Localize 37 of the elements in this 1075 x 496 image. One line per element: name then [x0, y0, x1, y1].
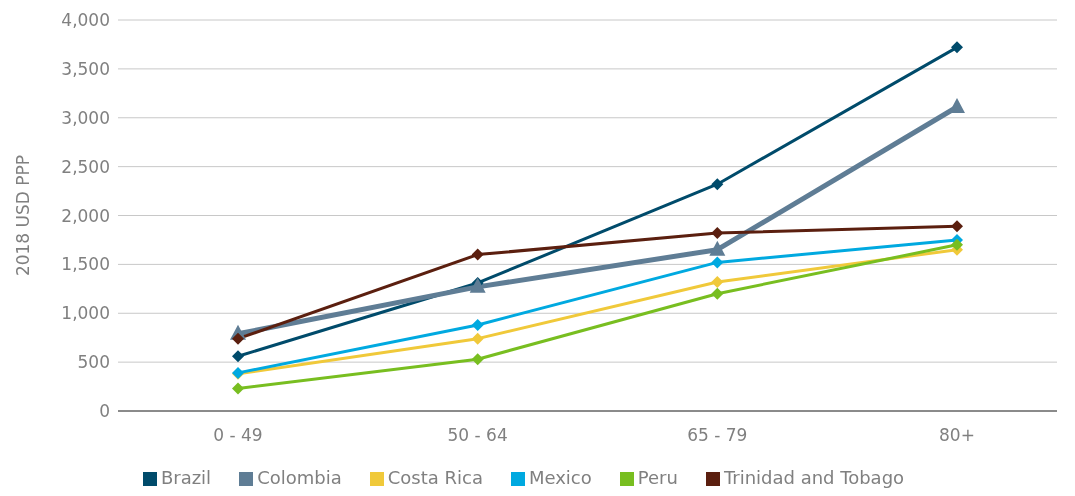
point [232, 350, 244, 363]
x-tick-label: 50 - 64 [447, 425, 508, 446]
point [471, 318, 484, 331]
point [711, 256, 724, 269]
legend-label: Peru [637, 467, 678, 488]
y-tick-label: 4,000 [61, 10, 110, 31]
y-tick-label: 3,500 [61, 58, 110, 79]
point [711, 275, 724, 288]
legend-label: Brazil [160, 467, 212, 488]
y-tick-label: 1,000 [61, 303, 110, 324]
y-tick-label: 500 [77, 352, 110, 373]
legend-label: Colombia [257, 467, 342, 488]
point [711, 287, 724, 300]
point [711, 227, 724, 240]
point [951, 220, 963, 233]
y-tick-label: 3,000 [61, 107, 110, 128]
point [232, 332, 244, 345]
legend-label: Trinidad and Tobago [723, 467, 905, 488]
point [471, 332, 484, 345]
point [951, 41, 963, 54]
legend-label: Mexico [528, 467, 592, 488]
legend-label: Costa Rica [387, 467, 483, 488]
point [232, 382, 244, 395]
point [951, 238, 963, 251]
y-tick-label: 1,500 [61, 254, 110, 275]
x-tick-label: 0 - 49 [213, 425, 263, 446]
x-tick-label: 80+ [939, 425, 975, 446]
point [709, 240, 726, 256]
point [469, 277, 486, 293]
y-tick-label: 0 [99, 401, 110, 422]
y-tick-label: 2,500 [61, 156, 110, 177]
point [471, 353, 484, 366]
y-tick-label: 2,000 [61, 205, 110, 226]
x-tick-label: 65 - 79 [687, 425, 748, 446]
point [471, 248, 484, 261]
y-axis-title: 2018 USD PPP [13, 154, 34, 277]
point [711, 178, 724, 191]
